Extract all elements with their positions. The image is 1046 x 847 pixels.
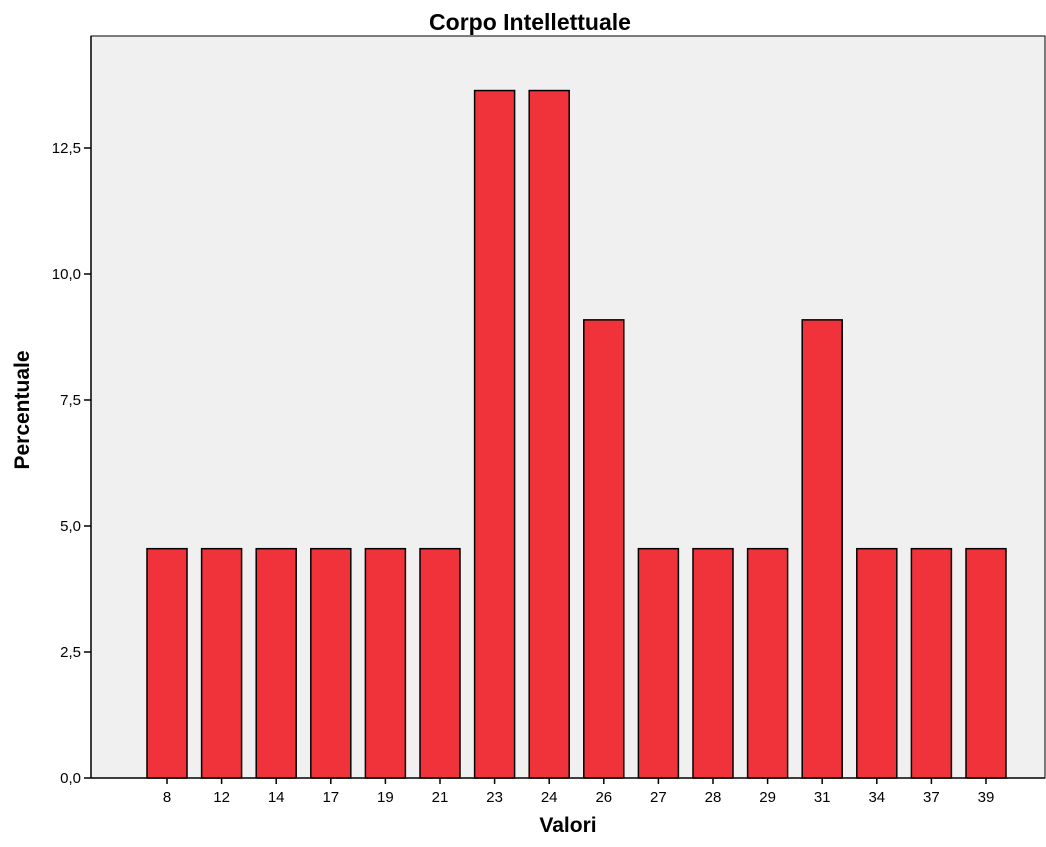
- x-tick-label: 23: [486, 789, 503, 806]
- x-tick-label: 28: [705, 789, 722, 806]
- y-tick-label: 2,5: [60, 644, 81, 661]
- x-tick-label: 21: [432, 789, 449, 806]
- x-axis-ticks: 8 12 14 17 19 21 23 24 26 27 28 29 31 34 37 39: [163, 778, 995, 806]
- bar-17: [310, 547, 352, 779]
- chart-title: Corpo Intellettuale: [429, 9, 631, 35]
- bar-28: [692, 547, 734, 779]
- bar-19: [364, 547, 407, 779]
- x-tick-label: 24: [541, 789, 558, 806]
- y-tick-label: 5,0: [60, 518, 81, 535]
- bar-26: [583, 319, 625, 779]
- x-tick-label: 17: [322, 789, 339, 806]
- x-tick-label: 26: [595, 789, 612, 806]
- y-axis-ticks: 0,0 2,5 5,0 7,5 10,0 12,5: [52, 140, 91, 787]
- bar-23: [473, 89, 516, 779]
- x-axis-label: Valori: [539, 814, 596, 837]
- y-tick-label: 0,0: [60, 770, 81, 787]
- y-tick-label: 10,0: [52, 266, 81, 283]
- x-tick-label: 12: [213, 789, 230, 806]
- bar-21: [419, 547, 461, 779]
- bar-31: [801, 319, 843, 779]
- x-tick-label: 39: [978, 789, 995, 806]
- x-tick-label: 19: [377, 789, 394, 806]
- y-axis-label: Percentuale: [11, 350, 34, 469]
- bar-37: [910, 547, 953, 779]
- x-tick-label: 14: [268, 789, 285, 806]
- x-tick-label: 37: [923, 789, 940, 806]
- bar-27: [637, 547, 680, 779]
- bar-24: [528, 89, 570, 779]
- bar-34: [856, 547, 898, 779]
- bar-14: [255, 547, 297, 779]
- bar-39: [965, 547, 1007, 779]
- y-tick-label: 7,5: [60, 392, 81, 409]
- bar-12: [200, 547, 243, 779]
- y-tick-label: 12,5: [52, 140, 81, 157]
- x-tick-label: 34: [868, 789, 885, 806]
- bars: [146, 89, 1007, 779]
- bar-29: [746, 547, 789, 779]
- x-tick-label: 31: [814, 789, 831, 806]
- x-tick-label: 8: [163, 789, 171, 806]
- x-tick-label: 27: [650, 789, 667, 806]
- bar-8: [146, 547, 188, 779]
- x-tick-label: 29: [759, 789, 776, 806]
